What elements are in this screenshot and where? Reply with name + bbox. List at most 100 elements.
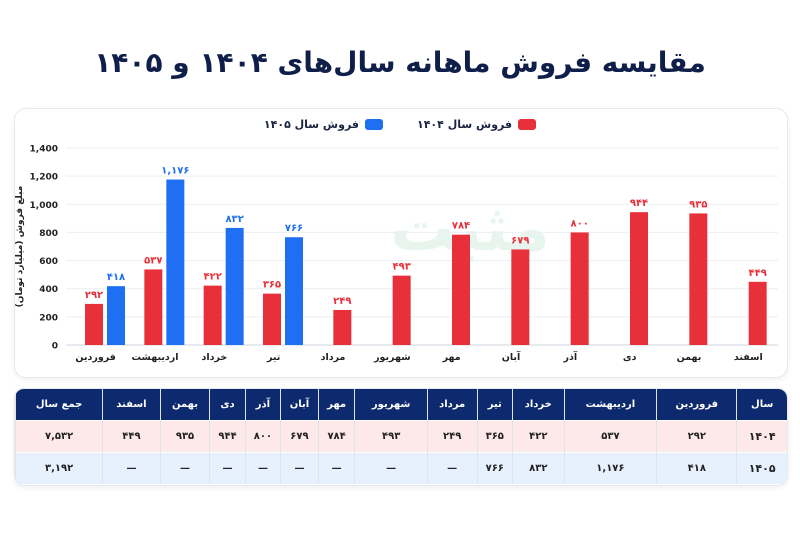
table-cell: — — [317, 452, 355, 484]
table-header-year: سال — [736, 389, 787, 421]
data-label: ۶۷۹ — [511, 235, 529, 246]
table-cell: ۴۴۹ — [102, 420, 161, 453]
table-header-cell: تیر — [476, 389, 513, 421]
x-tick-label: فروردین — [75, 352, 116, 363]
legend-swatch-1404 — [518, 119, 537, 130]
x-tick-label: آذر — [563, 350, 578, 363]
table-cell: ۴۹۳ — [354, 420, 428, 453]
data-table-panel: سال فروردین اردیبهشت خرداد تیر مرداد شهریور مهر… — [14, 388, 788, 486]
table-row-1404: ۱۴۰۴ ۲۹۲ ۵۳۷ ۴۲۲ ۳۶۵ ۲۴۹ ۴۹۳ ۷۸۴ ۶۷۹ ۸۰۰ ۹۴۴ ۹۳۵ ۴۴۹… — [15, 420, 787, 453]
table-cell: — — [280, 452, 319, 484]
bar-1404 — [452, 234, 470, 345]
data-label: ۱,۱۷۶ — [161, 166, 189, 177]
y-tick-label: 1,400 — [30, 145, 58, 155]
data-label: ۴۹۳ — [393, 262, 411, 273]
bar-1404 — [263, 293, 281, 345]
table-header-cell: بهمن — [159, 389, 210, 421]
legend: فروش سال ۱۴۰۴ فروش سال ۱۴۰۵ — [0, 118, 800, 131]
bar-1404 — [85, 303, 103, 345]
table-header-cell: مهر — [317, 389, 355, 421]
x-tick-label: دی — [623, 352, 637, 363]
data-label: ۳۶۵ — [263, 280, 281, 291]
x-tick-label: تیر — [266, 352, 280, 363]
table-cell: ۴۲۲ — [511, 420, 565, 453]
bar-1404 — [689, 213, 708, 345]
table-cell: ۲۹۲ — [656, 420, 737, 453]
x-tick-label: اسفند — [734, 352, 763, 363]
x-tick-label: خرداد — [201, 352, 227, 363]
bar-1404 — [333, 309, 352, 345]
data-label: ۴۴۹ — [749, 268, 767, 279]
x-tick-label: مهر — [442, 352, 461, 363]
y-tick-label: 400 — [39, 285, 58, 295]
table-cell: ۷۶۶ — [476, 452, 513, 484]
x-tick-label: اردیبهشت — [131, 352, 178, 363]
table-row-1405: ۱۴۰۵ ۴۱۸ ۱,۱۷۶ ۸۳۲ ۷۶۶— — — — — — — —۳,۱۹۲ — [15, 452, 787, 484]
table-cell: — — [244, 452, 281, 484]
data-label: ۲۴۹ — [333, 296, 351, 307]
table-cell: — — [159, 452, 210, 484]
table-header-cell: فروردین — [656, 389, 737, 421]
table-cell: ۱,۱۷۶ — [563, 452, 657, 484]
x-tick-label: آبان — [502, 350, 521, 363]
legend-label-1404: فروش سال ۱۴۰۴ — [417, 118, 513, 131]
table-cell: ۲۴۹ — [426, 420, 478, 453]
y-tick-label: 200 — [39, 313, 58, 323]
data-label: ۷۸۴ — [452, 221, 470, 232]
legend-item-1404: فروش سال ۱۴۰۴ — [417, 118, 537, 131]
bar-1405 — [107, 286, 125, 345]
table-cell: — — [354, 452, 428, 484]
table-total-cell: ۳,۱۹۲ — [15, 452, 103, 484]
bar-1404 — [144, 269, 163, 345]
y-axis-label: مبلغ فروش (میلیارد تومان) — [15, 186, 25, 308]
table-cell: — — [209, 452, 246, 484]
bar-1404 — [570, 232, 589, 345]
x-tick-label: شهریور — [373, 352, 411, 363]
bar-1405 — [166, 179, 185, 345]
data-label: ۸۰۰ — [571, 218, 589, 229]
table-cell: ۸۳۲ — [511, 452, 565, 484]
table-total-cell: ۷,۵۳۲ — [15, 420, 103, 453]
bar-1404 — [748, 281, 767, 345]
table-cell: ۷۸۴ — [317, 420, 355, 453]
table-cell: ۹۴۴ — [209, 420, 246, 453]
chart-title: مقایسه فروش ماهانه سال‌های ۱۴۰۴ و ۱۴۰۵ — [94, 46, 706, 79]
y-tick-label: 800 — [39, 229, 58, 239]
y-tick-label: 0 — [52, 342, 58, 352]
table-cell: ۴۱۸ — [656, 452, 737, 484]
data-label: ۹۴۴ — [630, 198, 648, 209]
table-cell: — — [102, 452, 161, 484]
table-header-row: سال فروردین اردیبهشت خرداد تیر مرداد شهریور مهر… — [15, 389, 787, 421]
table-cell: ۶۷۹ — [280, 420, 319, 453]
table-year-cell: ۱۴۰۴ — [736, 420, 787, 453]
legend-label-1405: فروش سال ۱۴۰۵ — [263, 118, 359, 131]
data-label: ۴۲۲ — [204, 272, 222, 283]
table-cell: ۹۳۵ — [159, 420, 210, 453]
table-cell: — — [426, 452, 478, 484]
data-table: سال فروردین اردیبهشت خرداد تیر مرداد شهریور مهر… — [15, 389, 787, 484]
bar-1405 — [285, 237, 303, 345]
table-cell: ۸۰۰ — [244, 420, 281, 453]
x-tick-label: مرداد — [321, 352, 346, 363]
legend-item-1405: فروش سال ۱۴۰۵ — [264, 118, 383, 131]
x-tick-label: بهمن — [677, 352, 702, 363]
bar-1405 — [225, 227, 244, 345]
table-header-cell: خرداد — [511, 389, 565, 421]
bar-1404 — [392, 275, 411, 345]
table-cell: ۵۳۷ — [563, 420, 657, 453]
table-header-cell: آذر — [244, 389, 281, 421]
table-header-cell: اسفند — [102, 389, 161, 421]
table-header-cell: اردیبهشت — [563, 389, 657, 421]
table-header-cell: شهریور — [354, 389, 428, 421]
data-label: ۵۳۷ — [144, 255, 162, 266]
data-label: ۴۱۸ — [107, 272, 125, 283]
data-label: ۲۹۲ — [85, 290, 103, 301]
data-label: ۷۶۶ — [285, 223, 303, 234]
table-year-cell: ۱۴۰۵ — [736, 452, 787, 484]
y-tick-label: 1,200 — [30, 173, 58, 183]
data-label: ۹۳۵ — [689, 199, 707, 210]
y-tick-label: 600 — [39, 257, 58, 267]
table-header-cell: دی — [209, 389, 246, 421]
table-header-cell: جمع سال — [15, 389, 103, 421]
